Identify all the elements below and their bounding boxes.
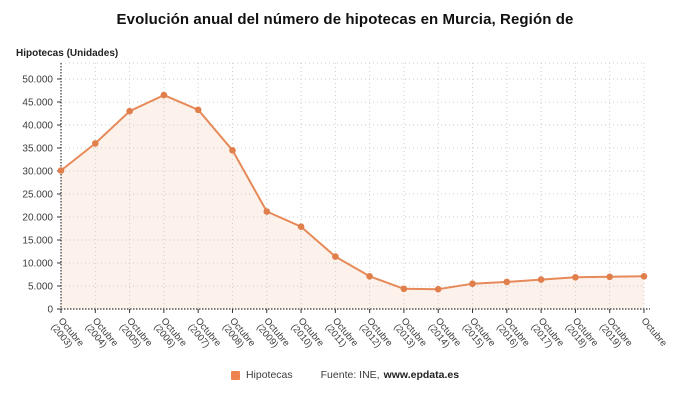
series-line [60, 94, 645, 291]
x-tick-label: Octubre(2012) [357, 316, 394, 355]
data-point[interactable] [537, 276, 545, 283]
data-point[interactable] [57, 167, 65, 174]
x-tick-label: Octubre(2016) [494, 316, 531, 355]
data-point[interactable] [194, 106, 202, 114]
x-tick-label: Octubre(2005) [117, 316, 154, 355]
x-tick-label: Octubre(2010) [288, 316, 325, 355]
data-point[interactable] [434, 285, 442, 293]
x-tick-label: Octubre(2009) [254, 316, 291, 355]
y-tick-label: 25.000 [22, 190, 53, 201]
x-tick-label: Octubre(2014) [426, 316, 463, 355]
y-tick-label: 10.000 [22, 259, 53, 270]
source-prefix: Fuente: INE, [320, 369, 380, 381]
source-text: Fuente: INE, www.epdata.es [321, 369, 459, 381]
data-point[interactable] [400, 285, 408, 293]
legend-label: Hipotecas [245, 369, 293, 381]
x-tick-label: Octubre(2004) [83, 316, 120, 355]
data-point[interactable] [92, 140, 99, 147]
data-point[interactable] [263, 208, 271, 215]
x-tick-label: Octubre(2017) [529, 316, 566, 355]
x-tick-label: Octubre(2011) [323, 316, 360, 355]
data-point[interactable] [160, 91, 168, 99]
x-tick-label: Octubre(2008) [220, 316, 257, 355]
legend: Hipotecas Fuente: INE, www.epdata.es [0, 369, 690, 381]
data-point[interactable] [469, 280, 476, 288]
y-tick-label: 15.000 [22, 236, 53, 247]
data-point[interactable] [229, 147, 236, 154]
data-point[interactable] [503, 278, 511, 286]
y-tick-label: 35.000 [22, 144, 53, 155]
x-tick-label: Octubre(2003) [48, 316, 85, 355]
data-point[interactable] [606, 273, 613, 281]
y-axis-title: Hipotecas (Unidades) [16, 48, 119, 59]
data-point[interactable] [297, 223, 305, 230]
x-tick-label: Octubre(2015) [460, 316, 497, 355]
legend-item-hipotecas[interactable]: Hipotecas [230, 369, 293, 381]
y-tick-label: 50.000 [22, 75, 53, 86]
data-point[interactable] [126, 107, 133, 115]
x-tick-label: Octubre(2007) [186, 316, 223, 355]
y-tick-label: 30.000 [22, 167, 53, 178]
legend-swatch-icon [230, 370, 240, 380]
data-point[interactable] [572, 274, 579, 281]
x-tick-label: Octubre(2019) [597, 316, 634, 355]
x-tick-label: Octubre(2018) [563, 316, 600, 355]
x-tick-label: Octubre(2013) [391, 316, 428, 355]
data-point[interactable] [332, 253, 339, 260]
x-tick-label: Octubre(2006) [151, 316, 188, 355]
y-tick-label: 20.000 [22, 213, 53, 224]
source-site-link[interactable]: www.epdata.es [383, 369, 460, 381]
chart-title: Evolución anual del número de hipotecas … [116, 11, 574, 28]
y-tick-label: 45.000 [22, 98, 53, 109]
y-tick-label: 0 [47, 305, 53, 316]
area-fill [61, 95, 644, 309]
data-point[interactable] [640, 273, 648, 280]
x-tick-label: Octubre [639, 316, 669, 349]
y-tick-label: 5.000 [28, 282, 53, 293]
y-tick-label: 40.000 [22, 121, 53, 132]
data-point[interactable] [366, 273, 373, 280]
